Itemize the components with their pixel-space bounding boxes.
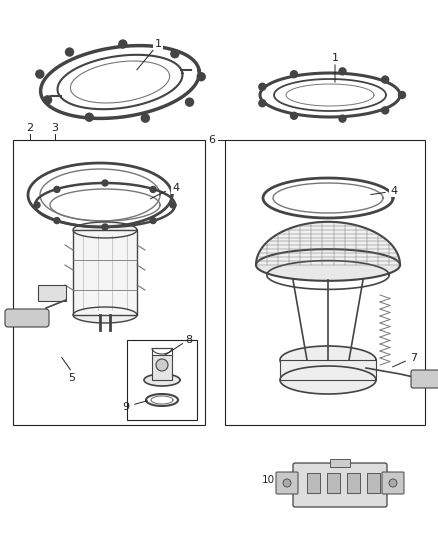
Circle shape [259,83,266,90]
Circle shape [102,180,108,186]
Circle shape [290,71,297,78]
Text: 6: 6 [208,135,215,145]
Circle shape [36,70,44,78]
Bar [127,340,197,420]
Bar [280,360,376,380]
Circle shape [389,479,397,487]
Circle shape [150,187,156,192]
Bar [347,473,360,493]
Polygon shape [73,307,137,323]
Polygon shape [280,366,376,394]
Circle shape [339,115,346,122]
Text: 4: 4 [173,183,180,193]
Text: 3: 3 [52,123,59,133]
Circle shape [283,479,291,487]
Circle shape [34,202,40,208]
Circle shape [381,107,389,114]
Text: 7: 7 [410,353,417,363]
Circle shape [150,217,156,223]
Polygon shape [73,222,137,238]
Polygon shape [144,374,180,386]
Circle shape [259,100,266,107]
Circle shape [171,50,179,58]
Bar [307,473,320,493]
FancyBboxPatch shape [382,472,404,494]
Circle shape [197,72,205,80]
Text: 9: 9 [123,402,130,412]
Bar [38,285,66,301]
Text: 1: 1 [155,39,162,49]
Circle shape [170,202,176,208]
FancyBboxPatch shape [5,309,49,327]
Text: 2: 2 [26,123,34,133]
Text: 8: 8 [185,335,193,345]
Text: 4: 4 [390,186,398,196]
Bar [73,230,137,315]
Circle shape [102,224,108,230]
Text: 10: 10 [261,475,275,485]
Bar [152,355,172,380]
Circle shape [381,76,389,83]
Bar [225,140,425,425]
FancyBboxPatch shape [411,370,438,388]
Circle shape [399,92,406,99]
Circle shape [156,359,168,371]
FancyBboxPatch shape [276,472,298,494]
Bar [367,473,380,493]
Circle shape [66,48,74,56]
Polygon shape [256,222,400,265]
Bar [13,140,205,425]
Bar [330,459,350,467]
Text: 5: 5 [68,373,75,383]
Circle shape [186,98,194,106]
Circle shape [44,96,52,104]
Text: 1: 1 [332,53,339,63]
Circle shape [85,113,93,121]
Circle shape [141,114,149,122]
Polygon shape [280,346,376,374]
Bar [327,473,340,493]
FancyBboxPatch shape [293,463,387,507]
Circle shape [54,187,60,192]
Circle shape [119,40,127,48]
Circle shape [290,112,297,119]
Circle shape [54,217,60,223]
Polygon shape [256,249,400,281]
Circle shape [339,68,346,75]
